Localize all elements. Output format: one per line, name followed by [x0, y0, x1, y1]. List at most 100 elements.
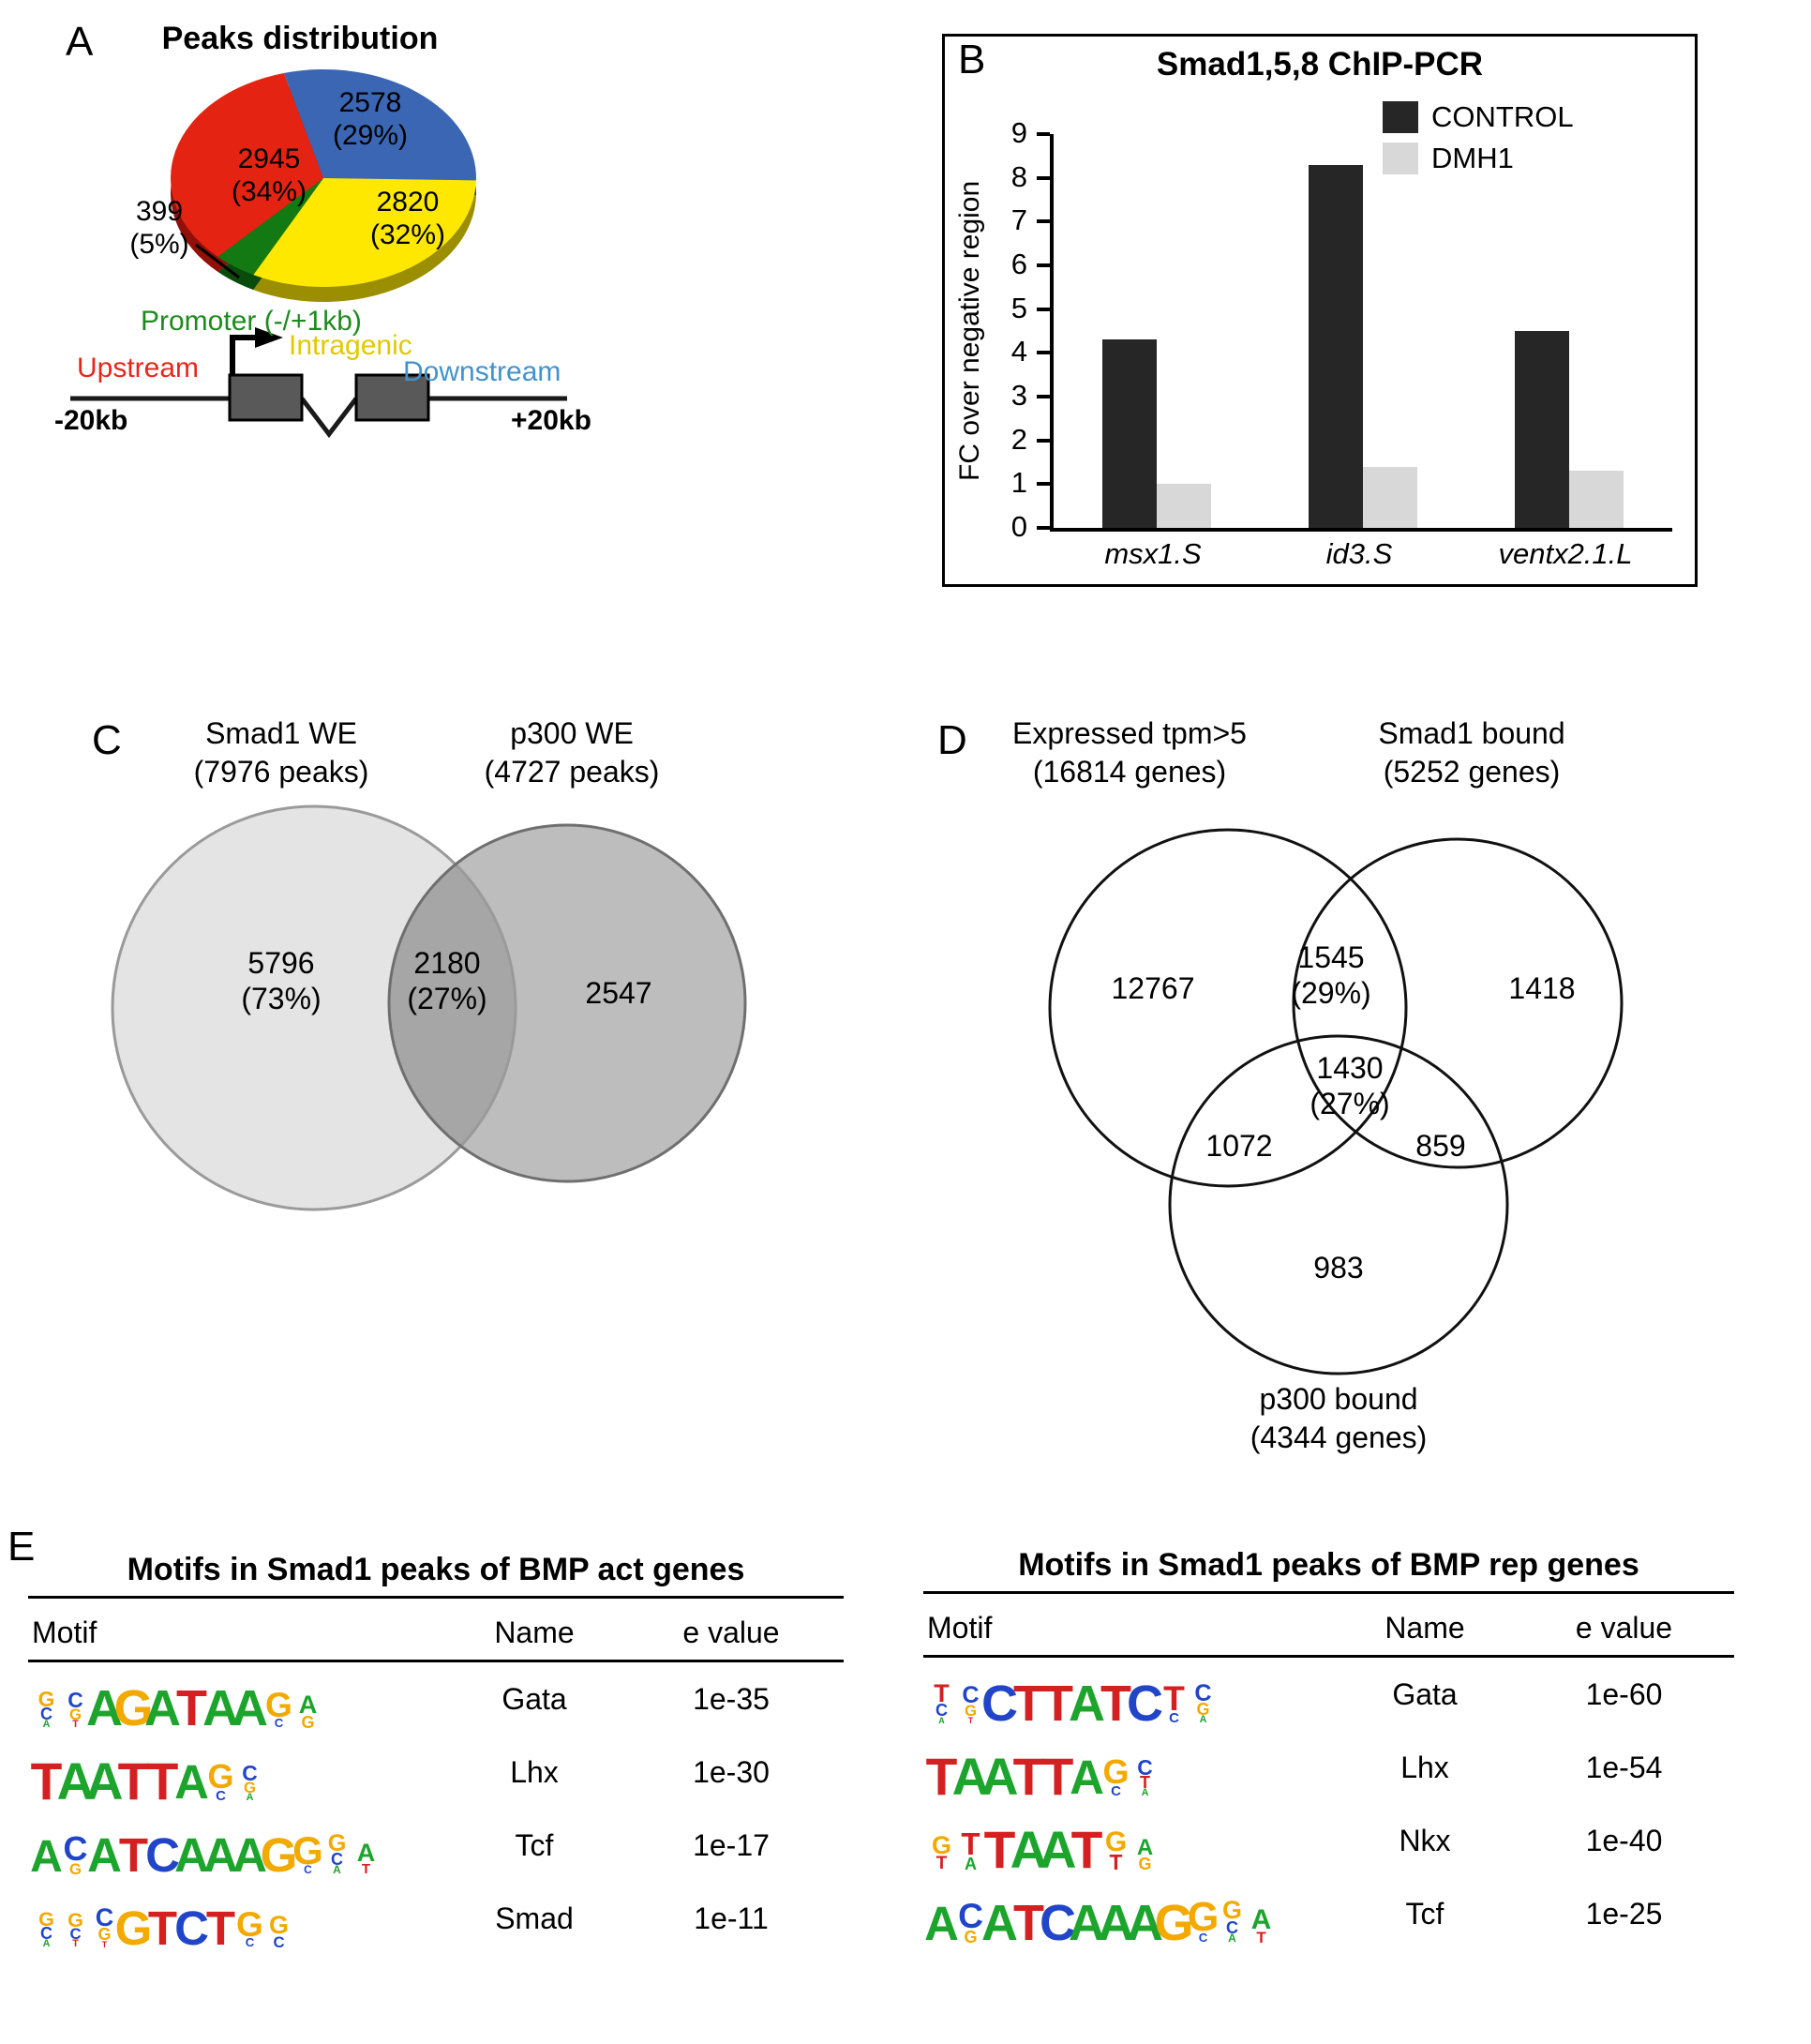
logo-column: A: [1070, 1737, 1104, 1805]
pie-pct: (32%): [369, 219, 446, 251]
logo-column: T: [148, 1888, 177, 1952]
motif-table-header: Motif Name e value: [28, 1599, 844, 1662]
logo-letter-C: C: [174, 1901, 209, 1956]
logo-column: A: [232, 1669, 268, 1734]
exon-box-2: [354, 373, 430, 422]
logo-letter-T: T: [1042, 1675, 1073, 1732]
venn3-set1-set2-count: 1545 (29%): [1261, 939, 1401, 1012]
logo-letter-C: C: [958, 1895, 983, 1935]
y-tick-3: 3: [1010, 379, 1027, 412]
y-tickmark-3: [1037, 395, 1050, 398]
y-tick-8: 8: [1010, 159, 1027, 193]
logo-letter-G: G: [1196, 1699, 1210, 1719]
venn2-overlap-region: [389, 825, 516, 1181]
logo-letter-A: A: [1136, 1835, 1154, 1861]
logo-column: T: [984, 1811, 1016, 1875]
logo-letter-G: G: [964, 1702, 978, 1721]
panel-label-c: C: [92, 717, 122, 763]
pct: (27%): [407, 982, 487, 1016]
motif-name: Lhx: [1400, 1750, 1449, 1784]
y-tick-5: 5: [1010, 291, 1027, 324]
pie-label-downstream: 2578 (29%): [300, 86, 441, 153]
bar-control-ventx2.1.L: [1515, 331, 1569, 528]
logo-letter-G: G: [1187, 1894, 1220, 1940]
bar-dmh1-ventx2.1.L: [1569, 471, 1624, 528]
logo-letter-C: C: [273, 1932, 285, 1951]
pie-label-promoter: 399 (5%): [89, 195, 230, 262]
logo-letter-T: T: [1256, 1928, 1266, 1946]
gene-model-diagram: [70, 327, 567, 439]
bar-plot-area: 0 1 2 3 4 5 6 7 8 9 CONTROL DMH1: [1011, 100, 1672, 543]
pie-chart-title: Peaks distribution: [161, 21, 439, 56]
motif-evalue: 1e-54: [1585, 1750, 1663, 1784]
scale-plus-20kb: +20kb: [511, 405, 591, 436]
y-tickmark-8: [1037, 175, 1050, 180]
legend-swatch: [1383, 101, 1418, 133]
pie-slice-intragenic: [253, 178, 476, 288]
logo-column: A: [1098, 1884, 1134, 1948]
motif-row-gata: T C A C G T C T T A T C T C C G A Gata 1e-60: [923, 1658, 1734, 1731]
motif-name: Lhx: [510, 1754, 559, 1789]
logo-letter-A: A: [144, 1679, 181, 1736]
panel-label-e: E: [7, 1524, 36, 1570]
logo-letter-T: T: [72, 1938, 79, 1950]
logo-letter-A: A: [980, 1747, 1019, 1806]
motif-evalue: 1e-25: [1585, 1896, 1663, 1931]
header-name: Name: [1384, 1611, 1465, 1645]
x-label-id3.S: id3.S: [1325, 537, 1393, 570]
three-set-venn: [1048, 828, 1624, 1375]
motif-name: Smad: [495, 1901, 574, 1935]
y-axis-label: FC over negative region: [954, 180, 985, 482]
y-tick-2: 2: [1010, 422, 1027, 456]
logo-letter-A: A: [174, 1755, 209, 1810]
logo-letter-A: A: [1069, 1894, 1105, 1951]
pct: (73%): [241, 982, 322, 1016]
panel-label-d: D: [937, 717, 967, 763]
logo-column: G: [114, 1669, 154, 1734]
logo-letter-T: T: [967, 1715, 974, 1725]
header-evalue: e value: [1575, 1611, 1673, 1645]
venn3-set2-circle: [1292, 837, 1624, 1169]
logo-letter-A: A: [1250, 1903, 1272, 1935]
y-tick-1: 1: [1010, 466, 1027, 500]
logo-letter-T: T: [1070, 1820, 1103, 1879]
logo-letter-G: G: [1104, 1826, 1128, 1857]
logo-letter-A: A: [1228, 1931, 1236, 1946]
logo-letter-C: C: [1194, 1679, 1212, 1706]
motif-table-title: Motifs in Smad1 peaks of BMP rep genes: [923, 1547, 1734, 1594]
exon-box-1: [228, 373, 304, 422]
count: 5796: [247, 946, 315, 980]
logo-letter-C: C: [63, 1828, 88, 1868]
logo-letter-G: G: [113, 1679, 154, 1736]
pie-value: 2945: [237, 143, 301, 174]
panel-label-a: A: [66, 19, 94, 65]
logo-letter-G: G: [243, 1778, 257, 1796]
logo-letter-T: T: [72, 1719, 79, 1731]
logo-letter-G: G: [292, 1827, 323, 1872]
logo-letter-T: T: [934, 1678, 950, 1707]
motif-name: Gata: [1392, 1676, 1458, 1711]
logo-letter-T: T: [146, 1751, 179, 1811]
motif-table-header: Motif Name e value: [923, 1594, 1734, 1658]
venn2-set1-title: Smad1 WE (7976 peaks): [141, 714, 422, 791]
logo-letter-A: A: [1070, 1751, 1104, 1805]
x-axis-labels: msx1.S id3.S ventx2.1.L: [1050, 537, 1669, 571]
logo-column: T: [146, 1742, 179, 1811]
set-title: Smad1 WE: [205, 716, 357, 750]
set-subtitle: (7976 peaks): [193, 754, 369, 789]
venn2-set2-title: p300 WE (4727 peaks): [431, 714, 712, 791]
logo-letter-C: C: [331, 1850, 343, 1870]
tss-arrowhead: [255, 327, 283, 348]
logo-letter-T: T: [1163, 1678, 1185, 1719]
